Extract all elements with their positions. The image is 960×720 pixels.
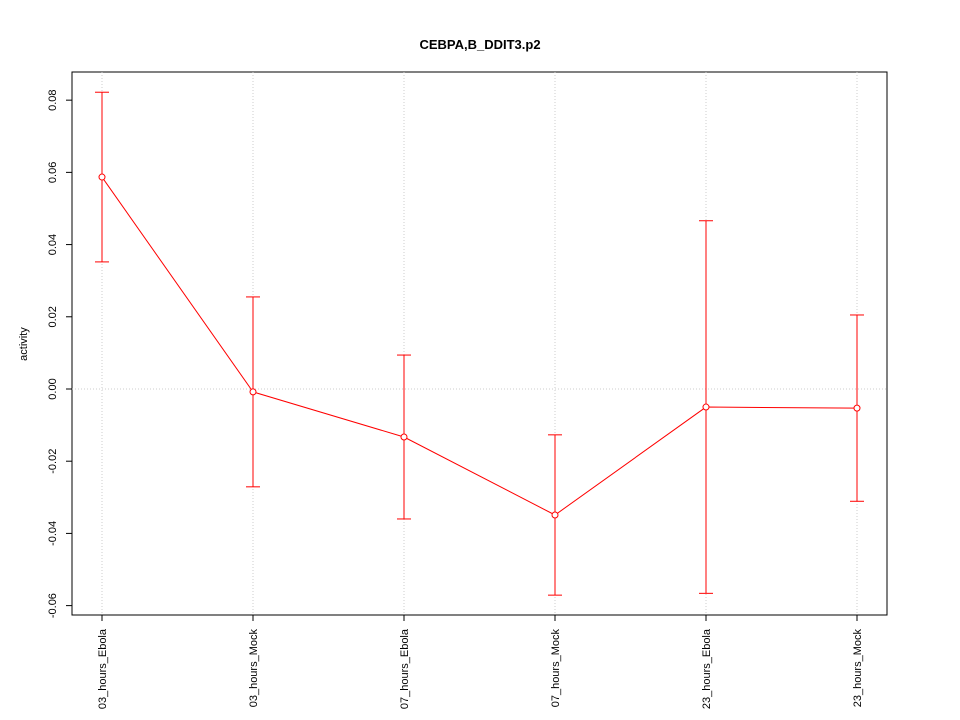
y-tick-label: -0.04 (47, 521, 59, 546)
point (98, 173, 106, 181)
x-tick-label: 07_hours_Ebola (399, 628, 411, 709)
x-tick-label: 07_hours_Mock (550, 629, 562, 708)
y-tick-label: -0.02 (47, 449, 59, 474)
x-tick-label: 23_hours_Ebola (701, 628, 713, 709)
x-tick-label: 03_hours_Mock (248, 629, 260, 708)
point (551, 511, 559, 519)
y-tick-label: -0.06 (47, 593, 59, 618)
series-line (101, 176, 858, 516)
point (853, 404, 861, 412)
x-tick-label: 23_hours_Mock (852, 629, 864, 708)
y-tick-label: 0.00 (47, 378, 59, 399)
y-tick-label: 0.06 (47, 162, 59, 183)
y-tick-label: 0.02 (47, 306, 59, 327)
x-tick-label: 03_hours_Ebola (97, 628, 109, 709)
point (400, 433, 408, 441)
y-axis-label: activity (18, 327, 30, 361)
y-tick-label: 0.04 (47, 234, 59, 255)
plot-frame (71, 71, 888, 616)
point (702, 403, 710, 411)
chart-title: CEBPA,B_DDIT3.p2 (419, 37, 540, 52)
point (249, 388, 257, 396)
y-tick-label: 0.08 (47, 89, 59, 110)
